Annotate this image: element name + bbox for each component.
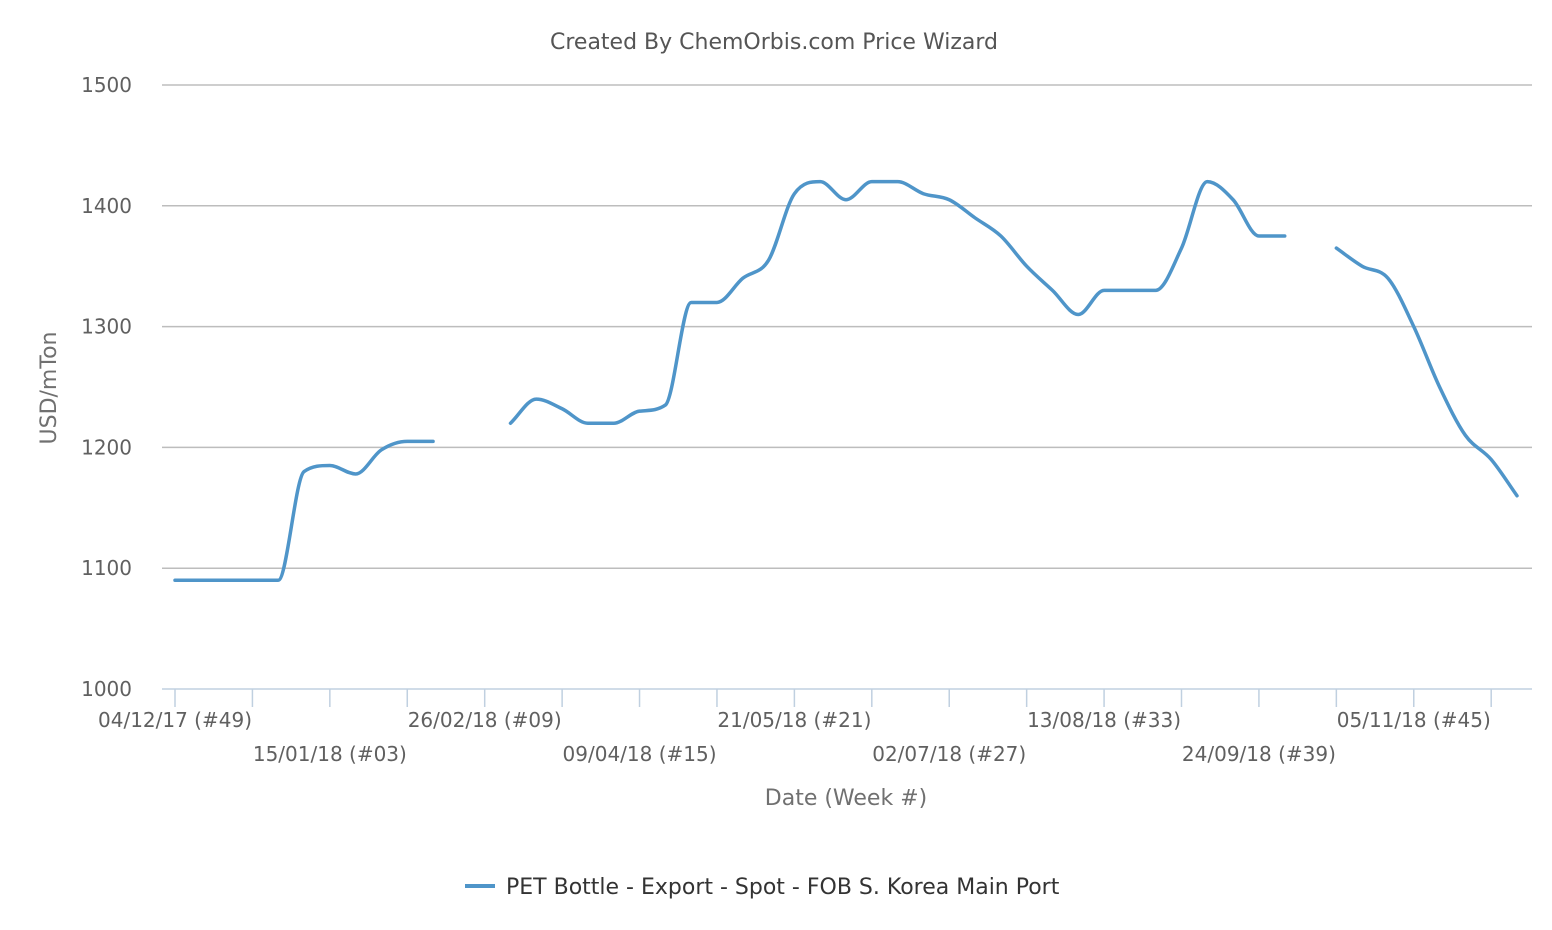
chart-title: Created By ChemOrbis.com Price Wizard <box>550 30 998 55</box>
x-tick-label: 24/09/18 (#39) <box>1182 742 1336 766</box>
y-axis-label: USD/mTon <box>37 332 62 445</box>
x-tick-label: 04/12/17 (#49) <box>98 708 252 732</box>
y-tick-label: 1400 <box>81 194 132 218</box>
x-tick-label: 05/11/18 (#45) <box>1337 708 1491 732</box>
y-tick-label: 1100 <box>81 556 132 580</box>
legend-label: PET Bottle - Export - Spot - FOB S. Kore… <box>506 875 1060 900</box>
x-axis-ticks: 04/12/17 (#49)15/01/18 (#03)26/02/18 (#0… <box>98 689 1492 766</box>
x-tick-label: 02/07/18 (#27) <box>872 742 1026 766</box>
x-axis-label: Date (Week #) <box>765 786 927 811</box>
gridlines <box>162 84 1532 569</box>
series-line <box>508 179 1287 425</box>
legend[interactable]: PET Bottle - Export - Spot - FOB S. Kore… <box>465 875 1060 900</box>
x-tick-label: 09/04/18 (#15) <box>563 742 717 766</box>
y-tick-label: 1000 <box>81 677 132 701</box>
series-lines <box>173 179 1519 583</box>
y-tick-label: 1500 <box>81 73 132 97</box>
series-line <box>1334 246 1519 498</box>
x-tick-label: 15/01/18 (#03) <box>253 742 407 766</box>
series-line <box>173 439 435 583</box>
x-tick-label: 21/05/18 (#21) <box>717 708 871 732</box>
y-axis-ticks: 1000 1100 1200 1300 1400 1500 <box>81 73 132 701</box>
y-tick-label: 1200 <box>81 435 132 459</box>
y-tick-label: 1300 <box>81 315 132 339</box>
x-tick-label: 13/08/18 (#33) <box>1027 708 1181 732</box>
x-tick-label: 26/02/18 (#09) <box>408 708 562 732</box>
